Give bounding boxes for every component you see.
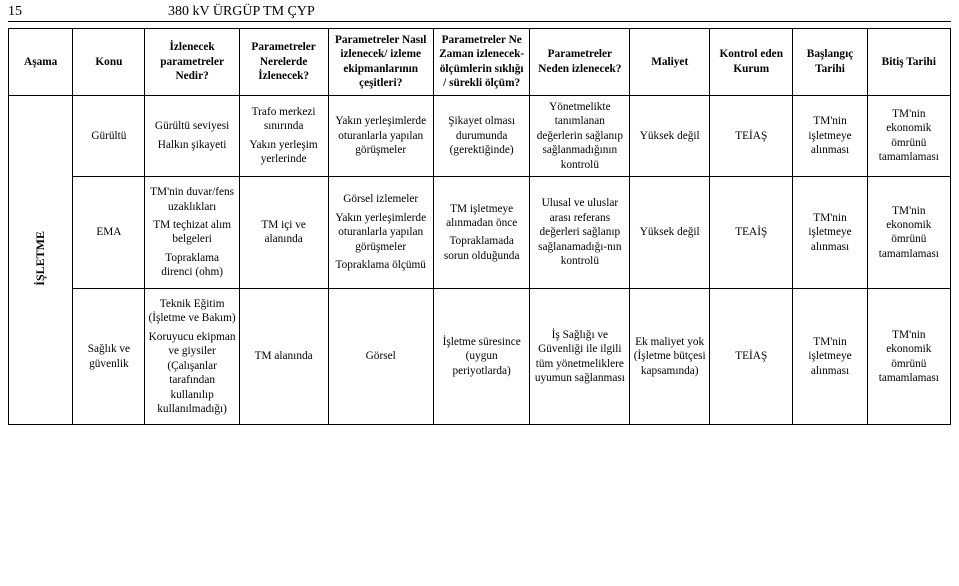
page-container: 15 380 kV ÜRGÜP TM ÇYP Aşama Konu İzlene… <box>0 0 959 433</box>
cell-kurum: TEİAŞ <box>710 95 793 176</box>
col-bitis: Bitiş Tarihi <box>867 29 950 96</box>
cell-maliyet: Yüksek değil <box>630 177 710 289</box>
cell-nasil: Görsel <box>328 288 433 425</box>
col-asama: Aşama <box>9 29 73 96</box>
page-number: 15 <box>8 4 38 20</box>
cell-nezaman: İşletme süresince (uygun periyotlarda) <box>433 288 530 425</box>
cell-nasil: Görsel izlemelerYakın yerleşimlerde otur… <box>328 177 433 289</box>
page-header: 15 380 kV ÜRGÜP TM ÇYP <box>8 4 951 22</box>
table-row: EMA TM'nin duvar/fens uzaklıklarıTM teçh… <box>9 177 951 289</box>
cell-bitis: TM'nin ekonomik ömrünü tamamlaması <box>867 177 950 289</box>
cell-kurum: TEAİŞ <box>710 177 793 289</box>
col-konu: Konu <box>73 29 145 96</box>
table-row: İŞLETME Gürültü Gürültü seviyesiHalkın ş… <box>9 95 951 176</box>
cell-neden: Yönetmelikte tanımlanan değerlerin sağla… <box>530 95 630 176</box>
cell-maliyet: Yüksek değil <box>630 95 710 176</box>
col-nerede: Parametreler Nerelerde İzlenecek? <box>239 29 328 96</box>
cell-param: TM'nin duvar/fens uzaklıklarıTM teçhizat… <box>145 177 239 289</box>
page-title: 380 kV ÜRGÜP TM ÇYP <box>168 4 315 20</box>
cell-neden: İş Sağlığı ve Güvenliği ile ilgili tüm y… <box>530 288 630 425</box>
col-nasil: Parametreler Nasıl izlenecek/ izleme eki… <box>328 29 433 96</box>
cell-konu: Sağlık ve güvenlik <box>73 288 145 425</box>
table-header-row: Aşama Konu İzlenecek parametreler Nedir?… <box>9 29 951 96</box>
asama-cell: İŞLETME <box>9 95 73 425</box>
cell-nasil: Yakın yerleşimlerde oturanlarla yapılan … <box>328 95 433 176</box>
table-row: Sağlık ve güvenlik Teknik Eğitim (İşletm… <box>9 288 951 425</box>
cell-param: Gürültü seviyesiHalkın şikayeti <box>145 95 239 176</box>
col-neden: Parametreler Neden izlenecek? <box>530 29 630 96</box>
cell-konu: EMA <box>73 177 145 289</box>
col-nezaman: Parametreler Ne Zaman izlenecek- ölçümle… <box>433 29 530 96</box>
cell-kurum: TEİAŞ <box>710 288 793 425</box>
cell-maliyet: Ek maliyet yok (İşletme bütçesi kapsamın… <box>630 288 710 425</box>
col-basl: Başlangıç Tarihi <box>793 29 867 96</box>
col-param: İzlenecek parametreler Nedir? <box>145 29 239 96</box>
cell-bitis: TM'nin ekonomik ömrünü tamamlaması <box>867 288 950 425</box>
cell-bitis: TM'nin ekonomik ömrünü tamamlaması <box>867 95 950 176</box>
cell-nerede: TM içi ve alanında <box>239 177 328 289</box>
cell-basl: TM'nin işletmeye alınması <box>793 177 867 289</box>
cell-neden: Ulusal ve uluslar arası referans değerle… <box>530 177 630 289</box>
cell-konu: Gürültü <box>73 95 145 176</box>
cell-nezaman: TM işletmeye alınmadan önceTopraklamada … <box>433 177 530 289</box>
monitoring-table: Aşama Konu İzlenecek parametreler Nedir?… <box>8 28 951 425</box>
cell-param: Teknik Eğitim (İşletme ve Bakım)Koruyucu… <box>145 288 239 425</box>
cell-nerede: TM alanında <box>239 288 328 425</box>
cell-basl: TM'nin işletmeye alınması <box>793 95 867 176</box>
cell-nezaman: Şikayet olması durumunda (gerektiğinde) <box>433 95 530 176</box>
col-maliyet: Maliyet <box>630 29 710 96</box>
col-kurum: Kontrol eden Kurum <box>710 29 793 96</box>
asama-label: İŞLETME <box>33 231 48 286</box>
cell-nerede: Trafo merkezi sınırındaYakın yerleşim ye… <box>239 95 328 176</box>
cell-basl: TM'nin işletmeye alınması <box>793 288 867 425</box>
